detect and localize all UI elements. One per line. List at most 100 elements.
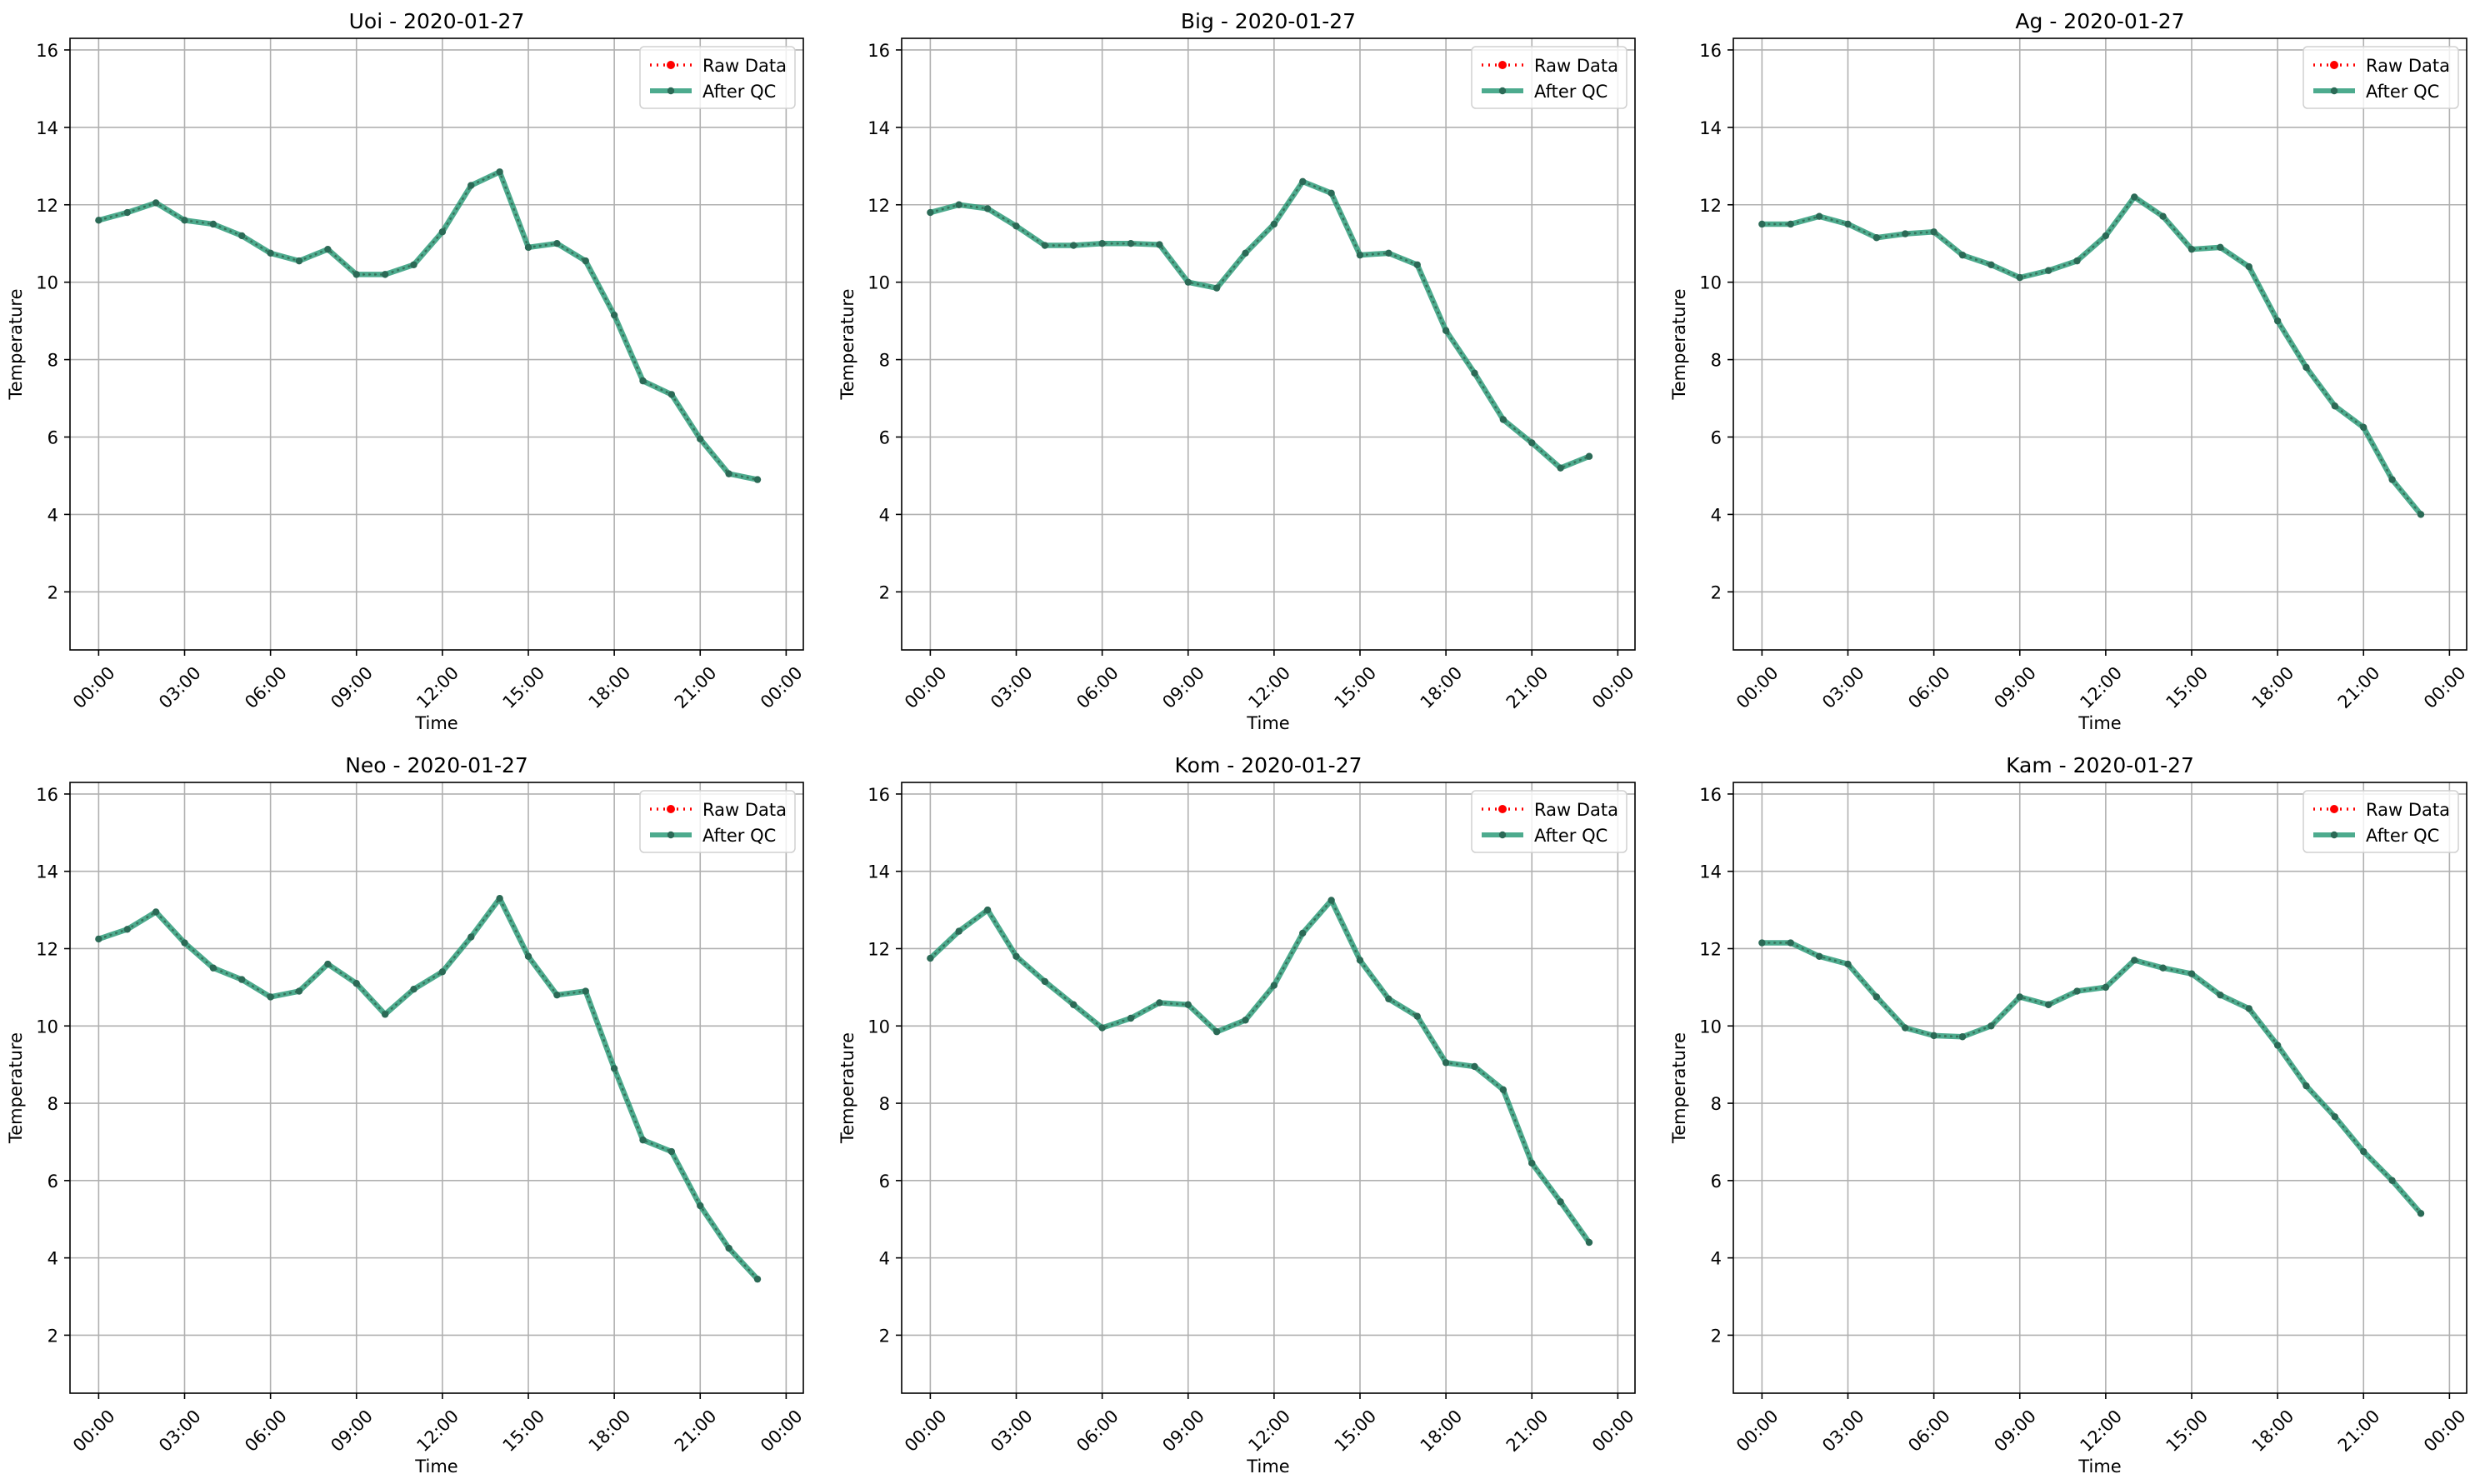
y-tick-label: 10 [1699,273,1722,293]
qc-point [1127,1014,1135,1022]
x-tick-label: 00:00 [1732,1406,1782,1456]
y-tick-label: 2 [48,582,58,602]
y-tick-label: 14 [1699,862,1722,882]
x-tick-label: 06:00 [241,662,291,712]
qc-point [553,240,561,247]
subplot-2: 2 4 6 8 10 12 14 16 00:00 03:00 06:00 09:00 12:00 15:… [838,9,1638,733]
y-tick-label: 6 [879,1172,890,1192]
y-tick-label: 12 [36,939,58,959]
qc-point [1098,240,1106,247]
qc-point [410,261,418,268]
x-tick-label: 21:00 [2334,1406,2384,1456]
x-tick-label: 00:00 [1588,1406,1638,1456]
qc-point [438,968,447,976]
legend-label-raw: Raw Data [702,800,787,820]
qc-point [1270,982,1278,989]
x-tick-label: 12:00 [1244,662,1294,712]
qc-point [238,976,246,983]
qc-point [123,926,131,933]
x-tick-label: 18:00 [1417,662,1467,712]
x-axis-label: Time [1246,1457,1289,1477]
x-axis-label: Time [2078,1457,2121,1477]
y-tick-label: 2 [879,582,890,602]
qc-point [1442,327,1450,334]
y-tick-label: 16 [1699,785,1722,805]
qc-point [2131,957,2138,964]
qc-point [983,906,992,914]
legend-label-raw: Raw Data [2366,56,2450,76]
y-tick-label: 8 [48,1094,58,1114]
qc-point [2188,970,2196,977]
y-tick-label: 4 [879,1249,890,1269]
legend: Raw Data After QC [2302,790,2459,853]
legend-label-raw: Raw Data [2366,800,2450,820]
qc-point [2217,243,2224,252]
x-tick-label: 18:00 [585,662,635,712]
y-tick-label: 4 [1711,1249,1722,1269]
subplot-title: Kam - 2020-01-27 [2006,753,2194,777]
subplot-title: Ag - 2020-01-27 [2015,9,2184,33]
qc-point [2188,245,2196,253]
qc-point [2331,1113,2339,1121]
x-tick-label: 00:00 [901,662,951,712]
qc-point [1012,952,1020,960]
qc-point [2388,1177,2396,1185]
qc-point [639,377,647,385]
plot-area [1733,38,2467,650]
series-raw-overlay [98,171,758,481]
qc-point [181,939,188,947]
qc-point [152,908,160,916]
qc-point [1041,977,1049,986]
y-tick-label: 16 [36,41,58,61]
series-raw-overlay [929,898,1590,1243]
qc-point [983,205,992,212]
qc-point [2302,363,2310,372]
x-tick-label: 18:00 [2248,1406,2298,1456]
qc-point [1442,1059,1450,1067]
y-tick-label: 8 [1711,351,1722,371]
axes-frame [901,782,1636,1394]
qc-point [697,1202,704,1210]
legend: Raw Data After QC [2302,46,2459,109]
qc-point [753,476,762,483]
qc-point [2388,476,2396,483]
qc-point [1184,1001,1192,1008]
x-tick-label: 15:00 [1331,662,1381,712]
x-tick-label: 00:00 [757,1406,807,1456]
x-tick-label: 15:00 [2162,1406,2212,1456]
x-tick-label: 03:00 [987,1406,1037,1456]
qc-point [2273,1042,2282,1049]
qc-point [1385,995,1392,1002]
qc-point [324,245,332,253]
qc-point [2360,423,2368,432]
x-tick-label: 09:00 [1990,1406,2040,1456]
qc-point [753,1275,762,1283]
y-tick-label: 12 [1699,939,1722,959]
qc-point [2159,212,2167,220]
qc-point [1070,1001,1078,1008]
qc-point [1930,1032,1938,1040]
legend-marker-raw [1498,61,1507,69]
y-tick-label: 2 [879,1326,890,1346]
qc-point [1385,249,1392,257]
y-tick-label: 4 [1711,505,1722,525]
legend-marker-qc [1498,831,1507,839]
x-tick-label: 12:00 [2076,1406,2126,1456]
x-tick-label: 15:00 [1331,1406,1381,1456]
qc-point [610,1065,618,1072]
subplot-5: 2 4 6 8 10 12 14 16 00:00 03:00 06:00 09:00 12:00 15:… [838,753,1638,1477]
x-tick-label: 09:00 [1158,662,1208,712]
y-tick-label: 12 [868,939,890,959]
x-tick-label: 18:00 [1417,1406,1467,1456]
qc-point [1212,284,1221,292]
qc-point [725,470,732,477]
qc-point [181,217,188,224]
x-tick-label: 03:00 [987,662,1037,712]
subplot-title: Big - 2020-01-27 [1181,9,1356,33]
qc-point [1299,929,1307,937]
legend-label-qc: After QC [2366,82,2439,102]
y-tick-label: 14 [1699,118,1722,138]
qc-point [1872,993,1881,1001]
qc-point [668,391,676,398]
legend-marker-qc [667,831,675,839]
